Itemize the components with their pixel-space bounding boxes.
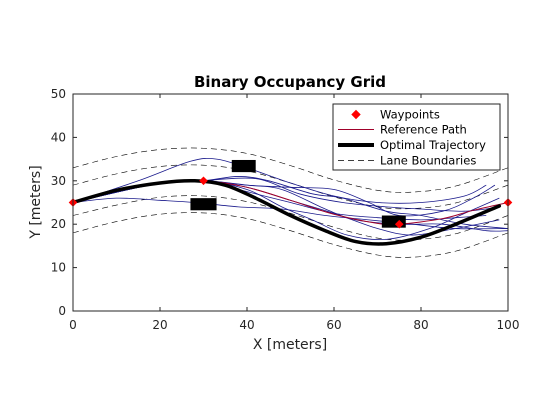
ticks-group: 0 20 40 60 80 100 0 10 20 30 40 50 xyxy=(51,87,520,332)
legend: Waypoints Reference Path Optimal Traject… xyxy=(332,103,501,171)
lane-boundary-line-3 xyxy=(72,195,509,241)
lane-boundary-line-4 xyxy=(72,212,509,258)
x-tick-label-4: 60 xyxy=(326,318,341,332)
x-tick-label-6: 100 xyxy=(497,318,520,332)
y-tick-label-2: 10 xyxy=(51,261,66,275)
candidate-trajectory-line-5 xyxy=(72,197,509,230)
y-tick-label-6: 50 xyxy=(51,87,66,101)
lane-boundary-line-1 xyxy=(72,147,509,193)
x-tick-label-5: 80 xyxy=(413,318,428,332)
x-axis-label: X [meters] xyxy=(253,337,327,353)
axes-box xyxy=(72,93,509,312)
chart-title: Binary Occupancy Grid xyxy=(194,73,386,91)
y-tick-label-3: 20 xyxy=(51,217,66,231)
y-tick-label-1: 0 xyxy=(58,304,66,318)
x-tick-label-2: 20 xyxy=(152,318,167,332)
legend-optimal-trajectory-label: Optimal Trajectory xyxy=(380,138,486,152)
y-tick-label-5: 40 xyxy=(51,130,66,144)
legend-reference-path-label: Reference Path xyxy=(380,123,467,137)
x-tick-label-3: 40 xyxy=(239,318,254,332)
waypoint-marker-3 xyxy=(394,219,404,229)
y-tick-label-4: 30 xyxy=(51,174,66,188)
legend-waypoints-label: Waypoints xyxy=(380,108,440,122)
legend-box xyxy=(332,103,501,171)
candidate-trajectory-line-1 xyxy=(72,157,487,204)
optimal-trajectory-line xyxy=(71,178,502,246)
candidate-trajectory-line-7 xyxy=(203,180,487,221)
x-tick-label-1: 0 xyxy=(69,318,77,332)
y-axis-label: Y [meters] xyxy=(28,165,44,239)
candidate-trajectory-line-8 xyxy=(203,177,500,212)
legend-waypoints-marker xyxy=(351,109,361,120)
obstacle-box-2 xyxy=(231,159,256,173)
waypoint-marker-2 xyxy=(199,176,208,186)
obstacle-box-1 xyxy=(190,198,217,211)
optimal-trajectory-group xyxy=(71,178,502,246)
legend-lane-boundaries-label: Lane Boundaries xyxy=(380,154,476,168)
obstacle-box-3 xyxy=(381,215,406,228)
